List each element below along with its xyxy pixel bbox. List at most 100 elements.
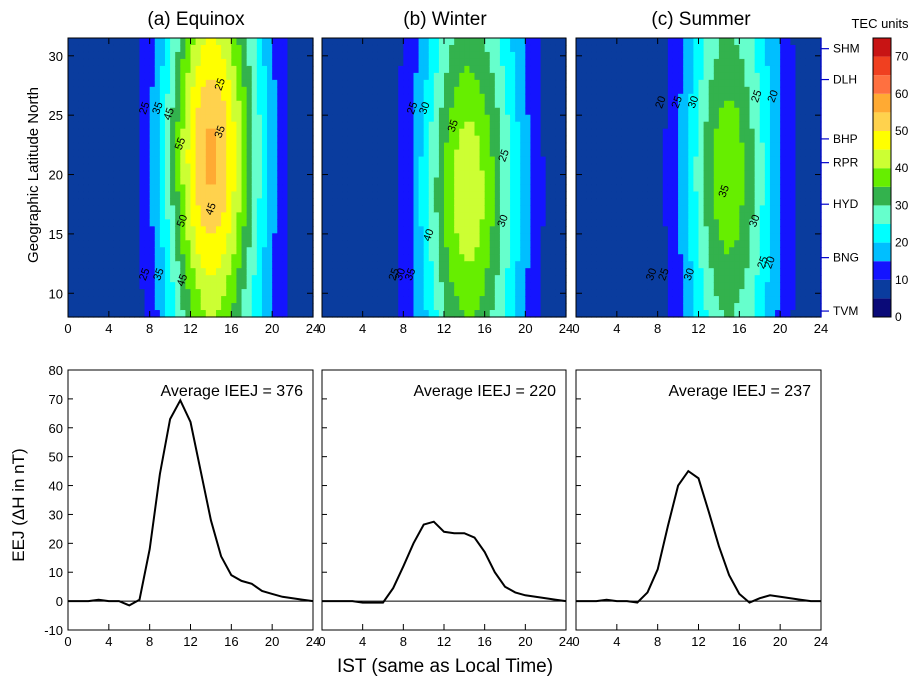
heatmap-cell (149, 247, 156, 255)
heatmap-cell (637, 58, 643, 67)
heatmap-cell (93, 79, 100, 88)
heatmap-cell (144, 275, 151, 283)
heatmap-cell (555, 156, 562, 165)
heatmap-cell (367, 128, 374, 137)
heatmap-cell (226, 163, 232, 172)
heatmap-cell (601, 226, 608, 234)
heatmap-cell (454, 93, 460, 102)
heatmap-cell (433, 93, 440, 102)
heatmap-cell (642, 219, 649, 227)
contour-label: 35 (403, 267, 418, 283)
heatmap-cell (282, 289, 289, 297)
heatmap-cell (662, 121, 669, 130)
heatmap-cell (433, 107, 440, 116)
heatmap-cell (540, 268, 547, 276)
heatmap-cell (662, 114, 669, 123)
heatmap-cell (241, 114, 248, 123)
heatmap-cell (464, 86, 471, 95)
heatmap-cell (474, 38, 481, 46)
heatmap-cell (413, 142, 420, 151)
heatmap-cell (342, 282, 349, 290)
heatmap-cell (601, 121, 608, 130)
heatmap-cell (530, 163, 537, 172)
heatmap-cell (357, 184, 364, 193)
heatmap-cell (226, 128, 232, 137)
heatmap-cell (352, 44, 359, 53)
heatmap-cell (698, 100, 705, 109)
heatmap-cell (307, 149, 314, 158)
heatmap-cell (591, 51, 598, 60)
heatmap-cell (287, 191, 294, 200)
heatmap-cell (550, 100, 557, 109)
heatmap-cell (292, 296, 299, 304)
heatmap-cell (251, 219, 258, 227)
heatmap-cell (454, 247, 460, 255)
heatmap-cell (530, 282, 537, 290)
heatmap-cell (581, 107, 587, 116)
heatmap-cell (221, 275, 227, 283)
heatmap-cell (560, 100, 567, 109)
heatmap-cell (642, 86, 649, 95)
heatmap-cell (464, 247, 471, 255)
heatmap-cell (287, 156, 294, 165)
heatmap-cell (449, 240, 455, 248)
heatmap-cell (611, 170, 618, 179)
heatmap-cell (88, 254, 95, 262)
heatmap-cell (388, 184, 394, 193)
heatmap-cell (535, 79, 542, 88)
heatmap-cell (337, 58, 343, 67)
heatmap-cell (277, 79, 283, 88)
heatmap-cell (357, 58, 364, 67)
heatmap-cell (159, 135, 166, 144)
heatmap-cell (267, 219, 273, 227)
heatmap-cell (261, 233, 268, 241)
heatmap-cell (708, 128, 715, 137)
heatmap-cell (688, 135, 694, 144)
heatmap-cell (307, 198, 314, 206)
heatmap-cell (703, 79, 710, 88)
heatmap-cell (108, 303, 115, 311)
heatmap-cell (83, 184, 90, 193)
heatmap-cell (195, 219, 202, 227)
heatmap-cell (560, 107, 567, 116)
contour-label: 25 (496, 148, 511, 164)
heatmap-cell (113, 219, 120, 227)
heatmap-cell (545, 177, 552, 186)
heatmap-cell (398, 38, 404, 46)
heatmap-cell (221, 205, 227, 213)
heatmap-cell (327, 240, 333, 248)
heatmap-cell (352, 289, 359, 297)
heatmap-cell (535, 247, 542, 255)
heatmap-cell (357, 156, 364, 165)
heatmap-cell (672, 135, 679, 144)
heatmap-cell (170, 72, 176, 81)
heatmap-cell (251, 86, 258, 95)
heatmap-cell (632, 275, 638, 283)
heatmap-cell (652, 163, 659, 172)
heatmap-cell (282, 107, 289, 116)
heatmap-cell (550, 79, 557, 88)
heatmap-cell (180, 184, 186, 193)
heatmap-cell (372, 296, 379, 304)
heatmap-cell (261, 198, 268, 206)
heatmap-cell (454, 254, 460, 262)
heatmap-cell (164, 100, 171, 109)
heatmap-cell (469, 51, 476, 60)
heatmap-cell (454, 289, 460, 297)
heatmap-cell (139, 65, 146, 74)
heatmap-cell (98, 261, 105, 269)
heatmap-cell (494, 212, 501, 220)
heatmap-cell (139, 289, 146, 297)
heatmap-cell (596, 170, 603, 179)
heatmap-cell (398, 170, 404, 179)
heatmap-cell (205, 86, 212, 95)
heatmap-cell (78, 156, 84, 165)
heatmap-cell (297, 310, 304, 318)
heatmap-cell (576, 79, 582, 88)
heatmap-cell (510, 51, 516, 60)
heatmap-cell (459, 289, 465, 297)
heatmap-cell (662, 170, 669, 179)
heatmap-cell (337, 282, 343, 290)
heatmap-cell (134, 156, 141, 165)
heatmap-cell (545, 51, 552, 60)
